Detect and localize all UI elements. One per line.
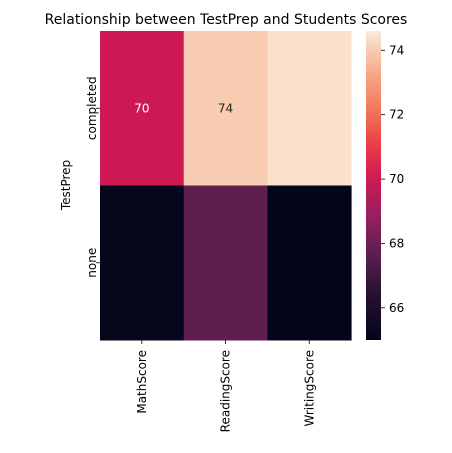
- x-axis-ticks: MathScore ReadingScore WritingScore: [135, 340, 316, 432]
- y-axis-label: TestPrep: [59, 160, 73, 211]
- heatmap-cells: [100, 31, 352, 341]
- colorbar-tick-label: 74: [389, 43, 404, 57]
- colorbar-tick-label: 70: [389, 172, 404, 186]
- x-tick-label: WritingScore: [302, 350, 316, 426]
- heatmap-cell: [183, 31, 268, 186]
- y-axis-ticks: completed none: [85, 76, 100, 278]
- cell-annotation: 74: [218, 101, 233, 115]
- y-tick-label: none: [85, 248, 99, 278]
- cell-annotation: 70: [134, 101, 149, 115]
- colorbar: [366, 31, 381, 340]
- heatmap-cell: [267, 31, 352, 186]
- y-tick-label: completed: [85, 76, 99, 140]
- heatmap-cell: [267, 185, 352, 341]
- x-tick-label: ReadingScore: [219, 350, 233, 432]
- heatmap-cell: [100, 31, 185, 186]
- chart-title: Relationship between TestPrep and Studen…: [45, 12, 408, 28]
- heatmap-cell: [183, 185, 268, 341]
- colorbar-tick-label: 72: [389, 108, 404, 122]
- colorbar-ticks: 66 68 70 72 74: [381, 43, 404, 315]
- colorbar-tick-label: 66: [389, 301, 404, 315]
- heatmap-cell-labels: 70 74: [134, 101, 233, 115]
- heatmap-cell: [100, 185, 185, 341]
- x-tick-label: MathScore: [135, 350, 149, 414]
- colorbar-tick-label: 68: [389, 236, 404, 250]
